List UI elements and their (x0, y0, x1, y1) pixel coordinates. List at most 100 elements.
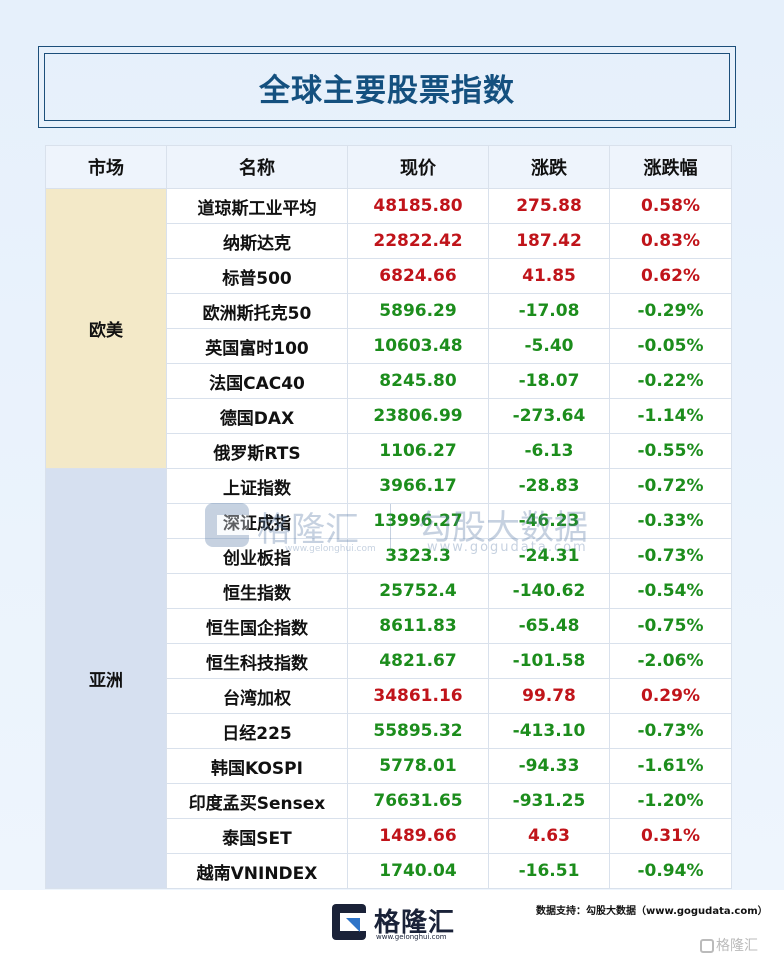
price-cell: 8611.83 (347, 608, 489, 644)
name-cell: 韩国KOSPI (166, 748, 348, 784)
footer-logo: 格隆汇 www.gelonghui.com (332, 902, 462, 944)
corner-watermark: 格隆汇 (700, 935, 758, 955)
price-cell: 1106.27 (347, 433, 489, 469)
change-cell: -18.07 (488, 363, 610, 399)
change-cell: 4.63 (488, 818, 610, 854)
change-pct-cell: -0.22% (609, 363, 732, 399)
name-cell: 英国富时100 (166, 328, 348, 364)
change-cell: 275.88 (488, 188, 610, 224)
price-cell: 10603.48 (347, 328, 489, 364)
logo-url: www.gelonghui.com (376, 933, 447, 941)
table-row: 韩国KOSPI 5778.01 -94.33 -1.61% (46, 748, 732, 784)
name-cell: 深证成指 (166, 503, 348, 539)
change-pct-cell: -0.73% (609, 713, 732, 749)
data-source-note: 数据支持：勾股大数据（www.gogudata.com） (536, 906, 768, 917)
price-cell: 1489.66 (347, 818, 489, 854)
change-cell: -6.13 (488, 433, 610, 469)
change-pct-cell: 0.31% (609, 818, 732, 854)
change-cell: -413.10 (488, 713, 610, 749)
table-row: 越南VNINDEX 1740.04 -16.51 -0.94% (46, 853, 732, 889)
table-row: 英国富时100 10603.48 -5.40 -0.05% (46, 328, 732, 364)
change-cell: -28.83 (488, 468, 610, 504)
table-row: 亚洲 上证指数 3966.17 -28.83 -0.72% (45, 468, 732, 889)
table-header-row: 市场 名称 现价 涨跌 涨跌幅 (45, 145, 732, 189)
table-row: 创业板指 3323.3 -24.31 -0.73% (46, 538, 732, 574)
stock-index-table: 市场 名称 现价 涨跌 涨跌幅 欧美 道琼斯工业平均 48185.80 275.88 0… (45, 145, 732, 889)
name-cell: 创业板指 (166, 538, 348, 574)
change-pct-cell: 0.58% (609, 188, 732, 224)
price-cell: 22822.42 (347, 223, 489, 259)
change-cell: 187.42 (488, 223, 610, 259)
price-cell: 5896.29 (347, 293, 489, 329)
table-row: 恒生国企指数 8611.83 -65.48 -0.75% (46, 608, 732, 644)
name-cell: 印度孟买Sensex (166, 783, 348, 819)
table-row: 欧洲斯托克50 5896.29 -17.08 -0.29% (46, 293, 732, 329)
market-cell: 欧美 (45, 188, 167, 469)
price-cell: 25752.4 (347, 573, 489, 609)
table-row: 印度孟买Sensex 76631.65 -931.25 -1.20% (46, 783, 732, 819)
name-cell: 泰国SET (166, 818, 348, 854)
change-cell: -931.25 (488, 783, 610, 819)
corner-logo-icon (700, 939, 714, 953)
change-pct-cell: -0.72% (609, 468, 732, 504)
name-cell: 俄罗斯RTS (166, 433, 348, 469)
gelonghui-logo-icon (332, 904, 366, 940)
change-pct-cell: -0.75% (609, 608, 732, 644)
header-change: 涨跌 (488, 145, 610, 189)
corner-watermark-text: 格隆汇 (716, 938, 758, 954)
name-cell: 上证指数 (166, 468, 348, 504)
change-pct-cell: 0.62% (609, 258, 732, 294)
header-price: 现价 (347, 145, 489, 189)
change-pct-cell: -1.14% (609, 398, 732, 434)
price-cell: 4821.67 (347, 643, 489, 679)
market-cell: 亚洲 (45, 468, 167, 889)
name-cell: 恒生指数 (166, 573, 348, 609)
change-pct-cell: -0.94% (609, 853, 732, 889)
change-cell: 99.78 (488, 678, 610, 714)
change-pct-cell: -0.54% (609, 573, 732, 609)
name-cell: 纳斯达克 (166, 223, 348, 259)
price-cell: 6824.66 (347, 258, 489, 294)
table-row: 标普500 6824.66 41.85 0.62% (46, 258, 732, 294)
page-title: 全球主要股票指数 (259, 72, 515, 109)
name-cell: 日经225 (166, 713, 348, 749)
title-inner-frame: 全球主要股票指数 (44, 53, 730, 121)
title-frame: 全球主要股票指数 (38, 46, 736, 128)
change-cell: -94.33 (488, 748, 610, 784)
price-cell: 8245.80 (347, 363, 489, 399)
change-cell: -46.23 (488, 503, 610, 539)
name-cell: 道琼斯工业平均 (166, 188, 348, 224)
price-cell: 48185.80 (347, 188, 489, 224)
logo-text: 格隆汇 (374, 908, 456, 938)
price-cell: 55895.32 (347, 713, 489, 749)
change-cell: -17.08 (488, 293, 610, 329)
change-cell: -65.48 (488, 608, 610, 644)
price-cell: 23806.99 (347, 398, 489, 434)
price-cell: 1740.04 (347, 853, 489, 889)
table-row: 纳斯达克 22822.42 187.42 0.83% (46, 223, 732, 259)
table-row: 深证成指 13996.27 -46.23 -0.33% (46, 503, 732, 539)
header-change-pct: 涨跌幅 (609, 145, 732, 189)
name-cell: 恒生国企指数 (166, 608, 348, 644)
change-pct-cell: 0.83% (609, 223, 732, 259)
change-cell: -140.62 (488, 573, 610, 609)
price-cell: 76631.65 (347, 783, 489, 819)
change-pct-cell: 0.29% (609, 678, 732, 714)
change-pct-cell: -0.33% (609, 503, 732, 539)
change-pct-cell: -1.61% (609, 748, 732, 784)
name-cell: 标普500 (166, 258, 348, 294)
change-cell: -5.40 (488, 328, 610, 364)
table-row: 欧美 道琼斯工业平均 48185.80 275.88 0.58% (45, 188, 732, 469)
change-pct-cell: -0.05% (609, 328, 732, 364)
name-cell: 法国CAC40 (166, 363, 348, 399)
name-cell: 德国DAX (166, 398, 348, 434)
table-row: 恒生指数 25752.4 -140.62 -0.54% (46, 573, 732, 609)
change-cell: -24.31 (488, 538, 610, 574)
name-cell: 越南VNINDEX (166, 853, 348, 889)
price-cell: 34861.16 (347, 678, 489, 714)
change-pct-cell: -2.06% (609, 643, 732, 679)
table-row: 台湾加权 34861.16 99.78 0.29% (46, 678, 732, 714)
table-row: 俄罗斯RTS 1106.27 -6.13 -0.55% (46, 433, 732, 469)
price-cell: 3323.3 (347, 538, 489, 574)
change-cell: -101.58 (488, 643, 610, 679)
